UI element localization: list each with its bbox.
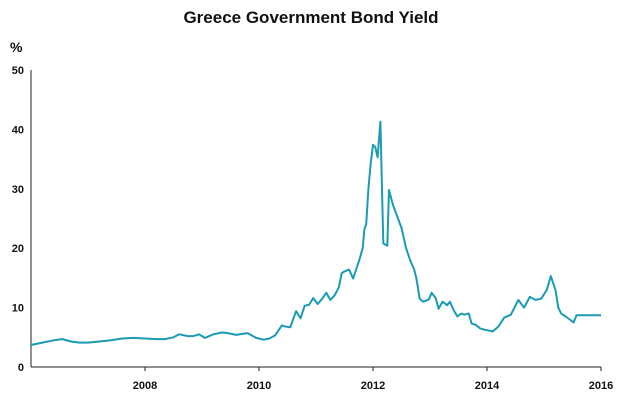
y-axis-ticks: 0 10 20 30 40 50 — [12, 65, 24, 374]
x-tick-label: 2010 — [247, 380, 271, 392]
series-line — [30, 120, 601, 346]
x-tick-label: 2008 — [133, 380, 157, 392]
y-tick-label: 30 — [12, 184, 24, 196]
x-tick-label: 2016 — [589, 380, 613, 392]
y-tick-label: 50 — [12, 65, 24, 77]
chart-title: Greece Government Bond Yield — [183, 8, 439, 27]
x-axis-ticks: 2008 2010 2012 2014 2016 — [133, 367, 613, 392]
y-tick-label: 20 — [12, 243, 24, 255]
series-layer — [30, 120, 601, 346]
y-tick-label: 0 — [18, 362, 24, 374]
x-tick-label: 2014 — [475, 380, 500, 392]
x-tick-label: 2012 — [361, 380, 385, 392]
y-axis-unit-label: % — [10, 39, 23, 55]
y-tick-label: 10 — [12, 303, 24, 315]
y-tick-label: 40 — [12, 124, 24, 136]
